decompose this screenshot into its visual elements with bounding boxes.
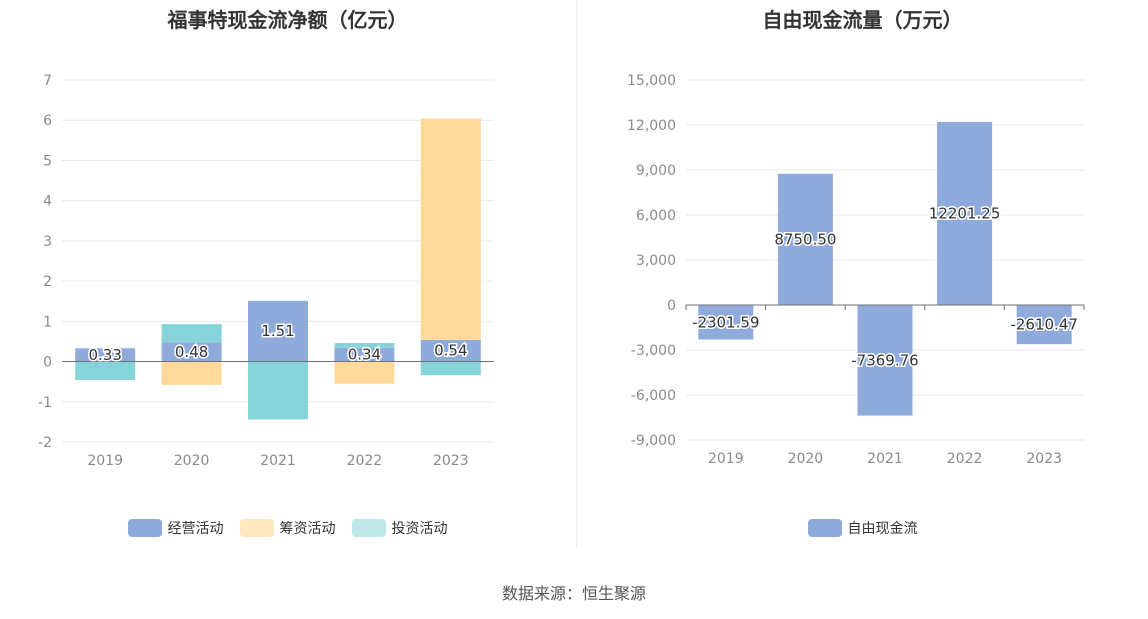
y-tick-label: 9,000 [636,163,676,179]
left-chart-title: 福事特现金流净额（亿元） [167,8,408,32]
x-tick-label: 2020 [788,451,824,467]
legend-item[interactable]: 经营活动 [127,518,224,538]
legend-label: 经营活动 [167,521,224,537]
data-source-note: 数据来源：恒生聚源 [501,584,646,603]
bar-2023-series-1 [420,118,481,340]
x-tick-label: 2021 [867,451,903,467]
y-tick-label: 6 [43,113,52,129]
y-tick-label: -2 [38,435,52,451]
x-tick-label: 2022 [347,453,383,469]
y-tick-label: 5 [43,153,52,169]
legend-swatch [239,519,274,537]
data-label: 8750.50 [774,230,836,248]
legend-swatch [351,519,386,537]
bar-2019-series-0 [698,305,754,340]
bar-2019-series-0 [75,348,136,362]
legend-item[interactable]: 筹资活动 [239,518,336,538]
bar-2021-series-2 [248,361,308,420]
left-chart-plot: -2 -1 0 1 2 3 4 5 6 7 2019 2020 2021 2022 2023 0.33 0.48… [38,73,494,469]
x-tick-label: 2021 [260,453,296,469]
bar-2022-series-0 [334,347,395,362]
x-tick-label: 2023 [1026,451,1062,467]
data-label: -2301.59 [692,313,759,331]
x-tick-label: 2019 [87,453,123,469]
legend-label: 筹资活动 [279,521,336,537]
legend-item[interactable]: 自由现金流 [807,518,918,538]
data-label: 12201.25 [929,204,1001,222]
y-tick-label: -3,000 [631,343,676,359]
legend-label: 投资活动 [391,521,448,537]
y-tick-label: -6,000 [631,388,676,404]
legend-item[interactable]: 投资活动 [351,518,448,538]
bar-2022-series-1 [334,361,395,384]
y-tick-label: 12,000 [627,118,676,134]
data-label: 0.34 [348,346,381,364]
y-tick-label: 15,000 [627,73,676,89]
legend-swatch [127,519,162,537]
bar-2020-series-0 [161,342,222,362]
left-chart-panel: 福事特现金流净额（亿元） -2 -1 0 1 2 3 4 5 6 7 2019 2020 2021 202… [0,0,575,560]
bar-2019-series-2 [75,361,136,381]
panel-divider [576,0,577,548]
y-tick-label: 6,000 [636,208,676,224]
bar-2021-series-0 [248,300,308,362]
legend-swatch [807,519,842,537]
bar-2023-series-0 [1016,305,1072,345]
y-tick-label: -9,000 [631,433,676,449]
right-chart-legend: 自由现金流 [577,518,1148,538]
data-label: 0.48 [175,343,208,361]
right-chart-panel: 自由现金流量（万元） -9,000 -6,000 -3,000 0 3,000 6,000… [577,0,1148,560]
data-label: -2610.47 [1010,316,1077,334]
bar-2022-series-0 [937,121,993,305]
bar-2022-series-2 [334,343,395,348]
y-tick-label: 0 [667,298,676,314]
bar-2020-series-2 [161,324,222,343]
bar-2021-series-0 [857,305,913,416]
y-tick-label: 0 [43,355,52,371]
x-tick-label: 2023 [433,453,469,469]
y-tick-label: -1 [38,395,52,411]
y-tick-label: 7 [43,73,52,89]
legend-label: 自由现金流 [847,521,918,537]
left-chart-legend: 经营活动 筹资活动 投资活动 [0,518,575,538]
bar-2023-series-2 [420,361,481,376]
bar-2023-series-0 [420,339,481,362]
y-tick-label: 3,000 [636,253,676,269]
y-tick-label: 2 [43,274,52,290]
bar-2020-series-0 [777,173,833,305]
right-chart-plot: -9,000 -6,000 -3,000 0 3,000 6,000 9,000 12,000… [627,73,1085,467]
y-tick-label: 4 [43,194,52,210]
x-tick-label: 2022 [947,451,983,467]
y-tick-label: 1 [43,314,52,330]
data-label: -7369.76 [851,351,918,369]
x-tick-label: 2019 [708,451,744,467]
bar-2020-series-1 [161,361,222,385]
data-label: 0.54 [434,342,467,360]
data-label: 1.51 [261,322,294,340]
right-chart-title: 自由现金流量（万元） [762,8,963,32]
x-tick-label: 2020 [174,453,210,469]
y-tick-label: 3 [43,234,52,250]
data-label: 0.33 [88,346,121,364]
